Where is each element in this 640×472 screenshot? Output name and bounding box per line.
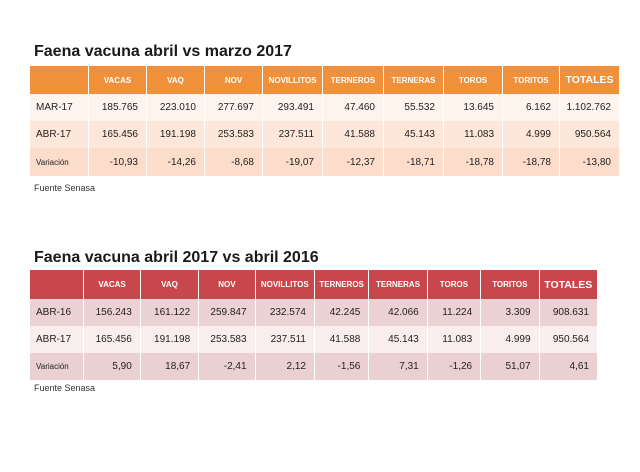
cell: 11.224 [427,299,481,326]
cell: 45.143 [369,326,427,353]
cell: 237.511 [263,121,322,148]
table1-header-vaq: VAQ [147,66,204,94]
table2: VACAS VAQ NOV NOVILLITOS TERNEROS TERNER… [29,270,598,380]
table1-header-totales: TOTALES [560,66,619,94]
cell: -18,71 [384,148,443,176]
cell: 165.456 [84,326,140,353]
cell: 4.999 [503,121,559,148]
cell: 223.010 [147,94,204,121]
cell: -18,78 [503,148,559,176]
cell-total: 950.564 [560,121,619,148]
table-row: ABR-16 156.243 161.122 259.847 232.574 4… [30,299,597,326]
cell: 232.574 [255,299,314,326]
cell-total: 950.564 [539,326,597,353]
row-label: MAR-17 [30,94,88,121]
cell: 253.583 [199,326,255,353]
cell: 2,12 [255,353,314,380]
cell: 18,67 [140,353,199,380]
cell: 51,07 [481,353,539,380]
table1-header-nov: NOV [205,66,262,94]
table2-header-terneras: TERNERAS [369,270,427,299]
cell: 161.122 [140,299,199,326]
table2-header-terneros: TERNEROS [314,270,369,299]
cell: -2,41 [199,353,255,380]
table1-header-vacas: VACAS [89,66,146,94]
row-label: Variación [30,353,84,380]
cell: 11.083 [444,121,502,148]
cell: 4.999 [481,326,539,353]
table-row: ABR-17 165.456 191.198 253.583 237.511 4… [30,121,619,148]
cell: 7,31 [369,353,427,380]
table1-source: Fuente Senasa [34,183,96,193]
table-row: Variación 5,90 18,67 -2,41 2,12 -1,56 7,… [30,353,597,380]
table1: VACAS VAQ NOV NOVILLITOS TERNEROS TERNER… [29,66,620,176]
row-label: ABR-17 [30,121,88,148]
table1-header-terneros: TERNEROS [323,66,383,94]
cell: 13.645 [444,94,502,121]
table2-source: Fuente Senasa [34,383,96,393]
cell: 185.765 [89,94,146,121]
cell-total: 1.102.762 [560,94,619,121]
row-label: ABR-16 [30,299,84,326]
table-row: ABR-17 165.456 191.198 253.583 237.511 4… [30,326,597,353]
cell: -1,26 [427,353,481,380]
cell: 55.532 [384,94,443,121]
cell: 47.460 [323,94,383,121]
cell: 253.583 [205,121,262,148]
cell: 191.198 [147,121,204,148]
table2-header-vaq: VAQ [140,270,199,299]
cell: 237.511 [255,326,314,353]
cell: -8,68 [205,148,262,176]
cell: 11.083 [427,326,481,353]
cell: 5,90 [84,353,140,380]
table2-header-novillitos: NOVILLITOS [255,270,314,299]
cell: 42.066 [369,299,427,326]
table2-header-toritos: TORITOS [481,270,539,299]
cell: 277.697 [205,94,262,121]
cell-total: 4,61 [539,353,597,380]
cell: 165.456 [89,121,146,148]
row-label: ABR-17 [30,326,84,353]
table1-header-terneras: TERNERAS [384,66,443,94]
cell-total: 908.631 [539,299,597,326]
table1-header-row: VACAS VAQ NOV NOVILLITOS TERNEROS TERNER… [30,66,619,94]
table2-header-vacas: VACAS [84,270,140,299]
cell: 156.243 [84,299,140,326]
cell: 41.588 [314,326,369,353]
cell: 6.162 [503,94,559,121]
table1-header-empty [30,66,88,94]
cell: 293.491 [263,94,322,121]
table1-header-toritos: TORITOS [503,66,559,94]
table2-title: Faena vacuna abril 2017 vs abril 2016 [34,249,319,266]
cell: -18,78 [444,148,502,176]
cell: 259.847 [199,299,255,326]
cell: 41.588 [323,121,383,148]
table-row: MAR-17 185.765 223.010 277.697 293.491 4… [30,94,619,121]
cell: 45.143 [384,121,443,148]
table2-header-row: VACAS VAQ NOV NOVILLITOS TERNEROS TERNER… [30,270,597,299]
cell: -12,37 [323,148,383,176]
table-row: Variación -10,93 -14,26 -8,68 -19,07 -12… [30,148,619,176]
table1-title: Faena vacuna abril vs marzo 2017 [34,43,292,60]
row-label: Variación [30,148,88,176]
table2-header-nov: NOV [199,270,255,299]
cell: -10,93 [89,148,146,176]
table1-header-toros: TOROS [444,66,502,94]
table1-header-novillitos: NOVILLITOS [263,66,322,94]
table2-header-totales: TOTALES [539,270,597,299]
cell: 3.309 [481,299,539,326]
cell: 42.245 [314,299,369,326]
cell: 191.198 [140,326,199,353]
table2-header-empty [30,270,84,299]
cell: -1,56 [314,353,369,380]
table2-header-toros: TOROS [427,270,481,299]
cell: -19,07 [263,148,322,176]
cell-total: -13,80 [560,148,619,176]
cell: -14,26 [147,148,204,176]
